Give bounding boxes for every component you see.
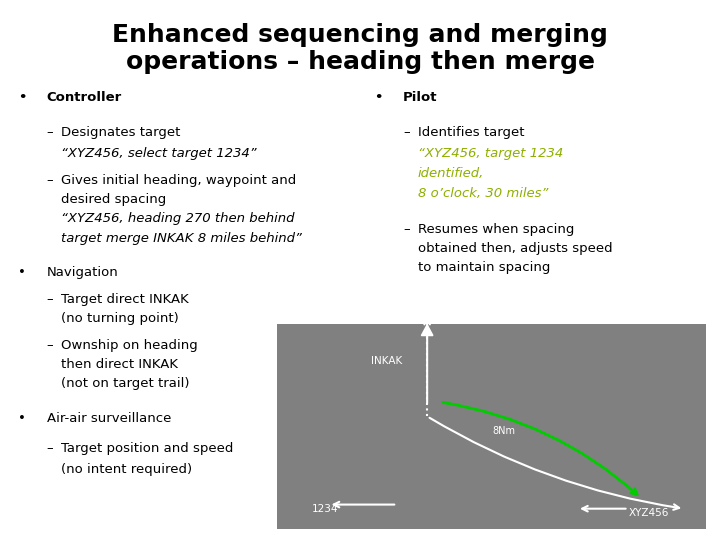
Text: (no intent required): (no intent required) (61, 463, 192, 476)
Text: Gives initial heading, waypoint and: Gives initial heading, waypoint and (61, 174, 297, 187)
Text: Air-air surveillance: Air-air surveillance (47, 412, 171, 425)
Text: XYZ456: XYZ456 (629, 508, 669, 518)
Text: desired spacing: desired spacing (61, 193, 166, 206)
Text: –: – (47, 174, 53, 187)
Text: •: • (18, 412, 26, 425)
Text: Pilot: Pilot (403, 91, 438, 104)
Text: “XYZ456, target 1234: “XYZ456, target 1234 (418, 147, 563, 160)
Polygon shape (421, 325, 433, 335)
Text: •: • (374, 91, 383, 104)
Text: Designates target: Designates target (61, 126, 181, 139)
Text: –: – (47, 126, 53, 139)
Text: Navigation: Navigation (47, 266, 119, 279)
Text: •: • (18, 91, 27, 104)
Text: Enhanced sequencing and merging: Enhanced sequencing and merging (112, 23, 608, 47)
Text: identified,: identified, (418, 167, 484, 180)
Text: 1234: 1234 (312, 504, 338, 514)
Text: Target position and speed: Target position and speed (61, 442, 233, 455)
Text: target merge INKAK 8 miles behind”: target merge INKAK 8 miles behind” (61, 232, 302, 245)
Text: 8 o’clock, 30 miles”: 8 o’clock, 30 miles” (418, 187, 548, 200)
Text: Identifies target: Identifies target (418, 126, 524, 139)
Text: 8Nm: 8Nm (492, 426, 516, 436)
Text: obtained then, adjusts speed: obtained then, adjusts speed (418, 242, 612, 255)
Text: •: • (18, 266, 26, 279)
FancyBboxPatch shape (277, 324, 706, 529)
Text: “XYZ456, select target 1234”: “XYZ456, select target 1234” (61, 147, 257, 160)
Text: –: – (47, 339, 53, 352)
Text: “XYZ456, heading 270 then behind: “XYZ456, heading 270 then behind (61, 212, 294, 225)
Text: Resumes when spacing: Resumes when spacing (418, 223, 574, 236)
Text: –: – (47, 293, 53, 306)
Text: INKAK: INKAK (372, 356, 402, 366)
Text: Controller: Controller (47, 91, 122, 104)
Text: –: – (403, 126, 410, 139)
Text: (no turning point): (no turning point) (61, 312, 179, 325)
Text: –: – (47, 442, 53, 455)
Text: then direct INKAK: then direct INKAK (61, 358, 179, 371)
Text: –: – (403, 223, 410, 236)
Text: (not on target trail): (not on target trail) (61, 377, 189, 390)
Text: Ownship on heading: Ownship on heading (61, 339, 198, 352)
Text: to maintain spacing: to maintain spacing (418, 261, 550, 274)
Text: operations – heading then merge: operations – heading then merge (125, 50, 595, 74)
Text: Target direct INKAK: Target direct INKAK (61, 293, 189, 306)
